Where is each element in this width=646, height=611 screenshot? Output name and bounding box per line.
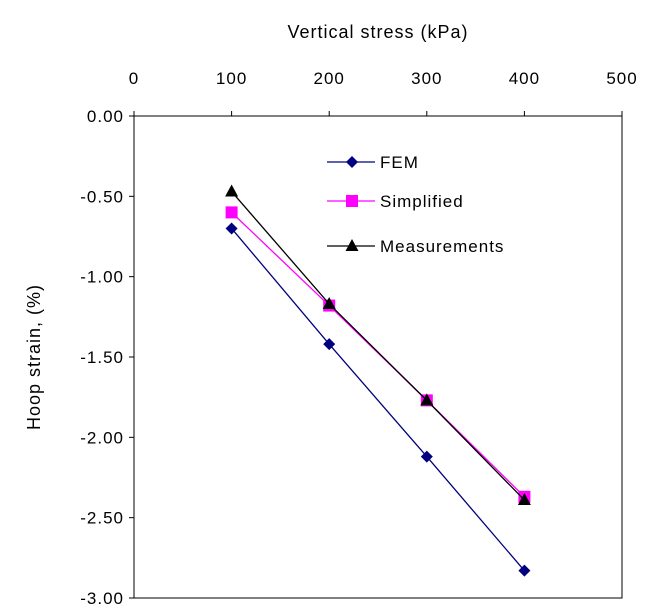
y-axis-ticks: 0.00 -0.50 -1.00 -1.50 -2.00 -2.50 -3.00 xyxy=(80,107,134,608)
y-tick-label: -0.50 xyxy=(80,187,124,206)
plot-area xyxy=(133,115,623,599)
series-line-measurements xyxy=(231,191,525,501)
data-point-measurements xyxy=(322,296,336,309)
series-line-fem xyxy=(231,228,525,572)
y-tick-label: -1.00 xyxy=(80,268,124,287)
series-layer xyxy=(225,184,531,577)
data-point-simplified xyxy=(225,206,238,219)
data-point-measurements xyxy=(225,184,239,197)
x-tick-label: 0 xyxy=(129,69,139,88)
legend-marker-measurements xyxy=(345,239,359,251)
y-tick-label: -1.50 xyxy=(80,348,124,367)
x-tick-label: 300 xyxy=(411,69,442,88)
data-point-fem xyxy=(225,222,238,235)
x-tick-label: 100 xyxy=(216,69,247,88)
y-tick-label: -3.00 xyxy=(80,589,124,606)
x-axis-ticks: 0 100 200 300 400 500 xyxy=(129,69,637,116)
y-axis-title: Hoop strain, (%) xyxy=(24,284,44,430)
data-point-measurements xyxy=(420,393,434,406)
x-tick-label: 400 xyxy=(509,69,540,88)
legend: FEM Simplified Measurements xyxy=(327,153,504,256)
legend-label-measurements: Measurements xyxy=(380,237,504,256)
x-tick-label: 500 xyxy=(606,69,637,88)
data-point-fem xyxy=(323,338,336,351)
legend-label-fem: FEM xyxy=(380,153,419,172)
data-point-fem xyxy=(518,564,531,577)
y-tick-label: -2.50 xyxy=(80,509,124,528)
data-point-fem xyxy=(420,450,433,463)
data-point-measurements xyxy=(517,492,531,505)
y-tick-label: 0.00 xyxy=(87,107,124,126)
legend-marker-fem xyxy=(346,156,358,168)
x-tick-label: 200 xyxy=(314,69,345,88)
y-tick-label: -2.00 xyxy=(80,428,124,447)
legend-label-simplified: Simplified xyxy=(380,192,464,211)
x-axis-title: Vertical stress (kPa) xyxy=(287,22,468,42)
legend-marker-simplified xyxy=(346,195,358,207)
